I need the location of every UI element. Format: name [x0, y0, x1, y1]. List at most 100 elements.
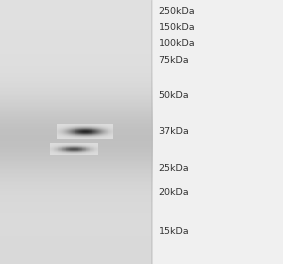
Bar: [0, 263, 153, 264]
Bar: [0, 141, 153, 143]
Bar: [0, 8, 153, 9]
Bar: [0, 71, 153, 73]
Bar: [0, 194, 153, 195]
Bar: [0, 13, 153, 15]
Bar: [0, 169, 153, 170]
Bar: [0, 67, 153, 69]
Bar: [0, 211, 153, 213]
Bar: [0, 11, 153, 12]
Bar: [0, 17, 153, 18]
Bar: [0, 139, 153, 140]
Bar: [0, 33, 153, 34]
Bar: [0, 176, 153, 177]
Bar: [0, 164, 153, 165]
Bar: [0, 84, 153, 86]
Bar: [0, 210, 153, 211]
Bar: [0, 195, 153, 197]
Bar: [0, 110, 153, 111]
Bar: [0, 143, 153, 144]
Bar: [0, 216, 153, 218]
Bar: [0, 104, 153, 106]
Bar: [0, 135, 153, 136]
Bar: [0, 199, 153, 201]
Bar: [0, 248, 153, 249]
Bar: [0, 153, 153, 154]
Text: 100kDa: 100kDa: [158, 39, 195, 48]
Bar: [0, 54, 153, 55]
Bar: [0, 127, 153, 128]
Bar: [153, 0, 283, 264]
Bar: [0, 106, 153, 107]
Bar: [0, 240, 153, 242]
Bar: [0, 246, 153, 247]
Bar: [0, 91, 153, 92]
Bar: [0, 183, 153, 185]
Bar: [0, 30, 153, 32]
Bar: [0, 255, 153, 256]
Bar: [0, 3, 153, 4]
Bar: [0, 218, 153, 219]
Bar: [0, 158, 153, 160]
Bar: [0, 62, 153, 63]
Bar: [0, 174, 153, 176]
Bar: [0, 203, 153, 205]
Bar: [0, 209, 153, 210]
Bar: [0, 26, 153, 28]
Bar: [0, 117, 153, 119]
Bar: [0, 90, 153, 91]
Bar: [0, 15, 153, 16]
Bar: [0, 251, 153, 252]
Bar: [0, 119, 153, 120]
Bar: [0, 83, 153, 84]
Bar: [0, 236, 153, 238]
Bar: [0, 57, 153, 58]
Bar: [0, 4, 153, 5]
Bar: [0, 34, 153, 36]
Bar: [0, 42, 153, 44]
Bar: [0, 230, 153, 231]
Bar: [0, 145, 153, 147]
Bar: [0, 244, 153, 246]
Bar: [0, 147, 153, 148]
Bar: [0, 242, 153, 243]
Bar: [0, 170, 153, 172]
Bar: [0, 234, 153, 235]
Bar: [0, 102, 153, 103]
Bar: [0, 137, 153, 139]
Bar: [0, 140, 153, 141]
Bar: [0, 213, 153, 214]
Bar: [0, 220, 153, 222]
Bar: [0, 257, 153, 259]
Bar: [0, 180, 153, 181]
Bar: [0, 44, 153, 45]
Bar: [0, 261, 153, 263]
Bar: [0, 181, 153, 182]
Bar: [0, 41, 153, 42]
Bar: [0, 148, 153, 149]
Bar: [0, 150, 153, 152]
Bar: [0, 193, 153, 194]
Bar: [0, 177, 153, 178]
Bar: [0, 81, 153, 82]
Bar: [0, 107, 153, 108]
Bar: [0, 206, 153, 207]
Bar: [0, 74, 153, 75]
Bar: [0, 98, 153, 99]
Bar: [0, 124, 153, 125]
Bar: [0, 178, 153, 180]
Bar: [0, 123, 153, 124]
Bar: [0, 239, 153, 240]
Text: 37kDa: 37kDa: [158, 127, 189, 136]
Bar: [0, 133, 153, 135]
Bar: [0, 0, 153, 1]
Bar: [0, 95, 153, 96]
Bar: [0, 252, 153, 253]
Bar: [0, 92, 153, 94]
Bar: [0, 37, 153, 38]
Bar: [0, 99, 153, 100]
Bar: [0, 186, 153, 187]
Bar: [0, 78, 153, 79]
Text: 25kDa: 25kDa: [158, 164, 189, 173]
Bar: [0, 232, 153, 234]
Bar: [0, 111, 153, 112]
